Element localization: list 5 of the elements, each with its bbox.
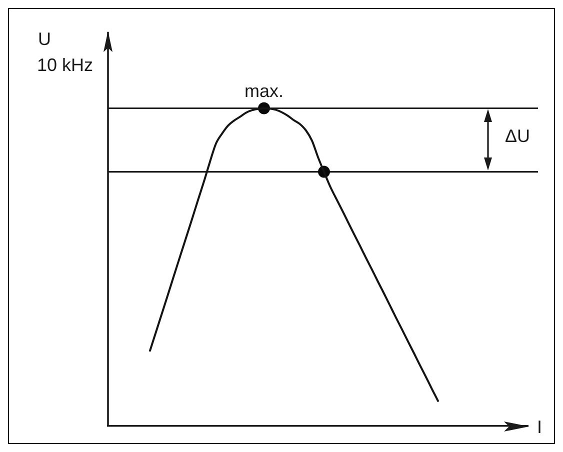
text: 10 kHz	[37, 55, 94, 75]
x-axis-title: I	[537, 417, 542, 437]
y-axis-title: U	[38, 29, 51, 49]
annotation: max.	[244, 81, 284, 102]
annotation: ΔU	[505, 126, 530, 146]
